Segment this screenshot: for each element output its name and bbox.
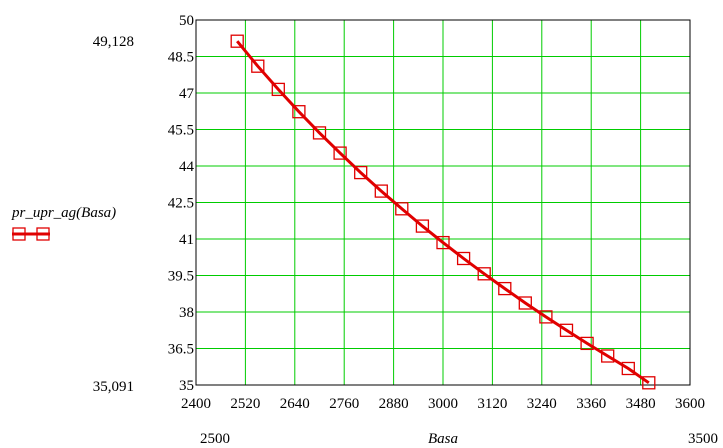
- data-point-marker: [539, 310, 553, 324]
- y-tick-label: 45.5: [168, 123, 194, 139]
- data-point-marker: [374, 184, 388, 198]
- x-tick-label: 2520: [230, 396, 260, 412]
- data-point-marker: [642, 376, 656, 390]
- data-point-marker: [601, 349, 615, 363]
- data-point-marker: [621, 361, 635, 376]
- data-point-marker: [477, 267, 491, 281]
- y-range-max-label: 49,128: [93, 34, 134, 50]
- x-tick-label: 2880: [379, 396, 409, 412]
- data-point-marker: [415, 219, 430, 233]
- data-point-marker: [230, 34, 244, 48]
- y-tick-label: 41: [179, 232, 194, 248]
- x-axis-title: Basa: [428, 431, 458, 447]
- data-point-marker: [251, 59, 265, 73]
- y-tick-label: 39.5: [168, 269, 194, 285]
- x-tick-label: 2640: [280, 396, 310, 412]
- x-tick-label: 3000: [428, 396, 458, 412]
- y-range-min-label: 35,091: [93, 379, 134, 395]
- x-tick-label: 3600: [675, 396, 705, 412]
- y-tick-label: 38: [179, 305, 194, 321]
- y-tick-label: 44: [179, 159, 195, 175]
- y-tick-label: 50: [179, 13, 194, 29]
- y-tick-label: 48.5: [168, 50, 194, 66]
- series-markers: [230, 34, 656, 390]
- data-point-marker: [580, 336, 594, 351]
- x-tick-label: 3240: [527, 396, 557, 412]
- y-tick-label: 47: [179, 86, 195, 102]
- x-range-min-label: 2500: [200, 431, 230, 447]
- data-point-marker: [498, 281, 512, 296]
- data-point-marker: [436, 235, 450, 250]
- data-point-marker: [312, 126, 327, 140]
- x-tick-label: 3360: [576, 396, 606, 412]
- y-tick-labels: 50 48.5 47 45.5 44 42.5 41 39.5 38 36.5 35: [168, 13, 195, 394]
- y-tick-label: 42.5: [168, 196, 194, 212]
- data-point-marker: [559, 323, 574, 337]
- data-point-marker: [395, 202, 409, 216]
- x-tick-labels: 2400 2520 2640 2760 2880 3000 3120 3240 3360 3480…: [181, 396, 705, 412]
- plot-frame: [195, 19, 691, 386]
- x-tick-label: 2400: [181, 396, 211, 412]
- series-line: [236, 40, 650, 385]
- x-tick-label: 3480: [626, 396, 656, 412]
- grid: [196, 20, 690, 385]
- data-point-marker: [354, 165, 368, 180]
- legend-swatch: [12, 227, 50, 241]
- x-tick-label: 3120: [477, 396, 507, 412]
- y-tick-label: 35: [179, 378, 194, 394]
- data-point-marker: [518, 296, 532, 310]
- x-tick-label: 2760: [329, 396, 359, 412]
- x-range-max-label: 3500: [688, 431, 718, 447]
- data-point-marker: [292, 105, 306, 119]
- y-axis-title: pr_upr_ag(Basa): [11, 205, 116, 221]
- data-point-marker: [271, 82, 285, 97]
- data-point-marker: [456, 251, 471, 266]
- data-point-marker: [333, 146, 347, 160]
- y-tick-label: 36.5: [168, 342, 194, 358]
